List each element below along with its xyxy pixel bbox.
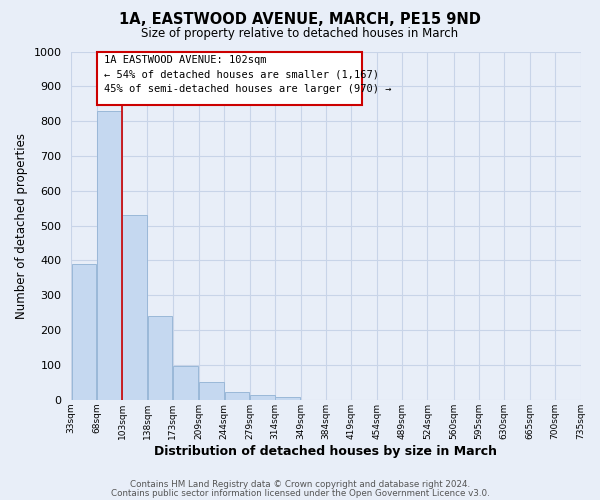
Bar bbox=[224, 392, 250, 400]
Text: 1A EASTWOOD AVENUE: 102sqm
← 54% of detached houses are smaller (1,167)
45% of s: 1A EASTWOOD AVENUE: 102sqm ← 54% of deta… bbox=[104, 55, 392, 94]
Bar bbox=[148, 316, 172, 400]
Text: Size of property relative to detached houses in March: Size of property relative to detached ho… bbox=[142, 28, 458, 40]
FancyBboxPatch shape bbox=[97, 52, 362, 106]
Bar bbox=[199, 382, 224, 400]
Bar bbox=[173, 366, 198, 400]
Bar bbox=[250, 395, 275, 400]
Text: 1A, EASTWOOD AVENUE, MARCH, PE15 9ND: 1A, EASTWOOD AVENUE, MARCH, PE15 9ND bbox=[119, 12, 481, 28]
X-axis label: Distribution of detached houses by size in March: Distribution of detached houses by size … bbox=[154, 444, 497, 458]
Text: Contains public sector information licensed under the Open Government Licence v3: Contains public sector information licen… bbox=[110, 489, 490, 498]
Bar bbox=[122, 215, 147, 400]
Y-axis label: Number of detached properties: Number of detached properties bbox=[15, 132, 28, 318]
Bar bbox=[71, 264, 97, 400]
Text: Contains HM Land Registry data © Crown copyright and database right 2024.: Contains HM Land Registry data © Crown c… bbox=[130, 480, 470, 489]
Bar bbox=[275, 397, 300, 400]
Bar bbox=[97, 112, 122, 400]
